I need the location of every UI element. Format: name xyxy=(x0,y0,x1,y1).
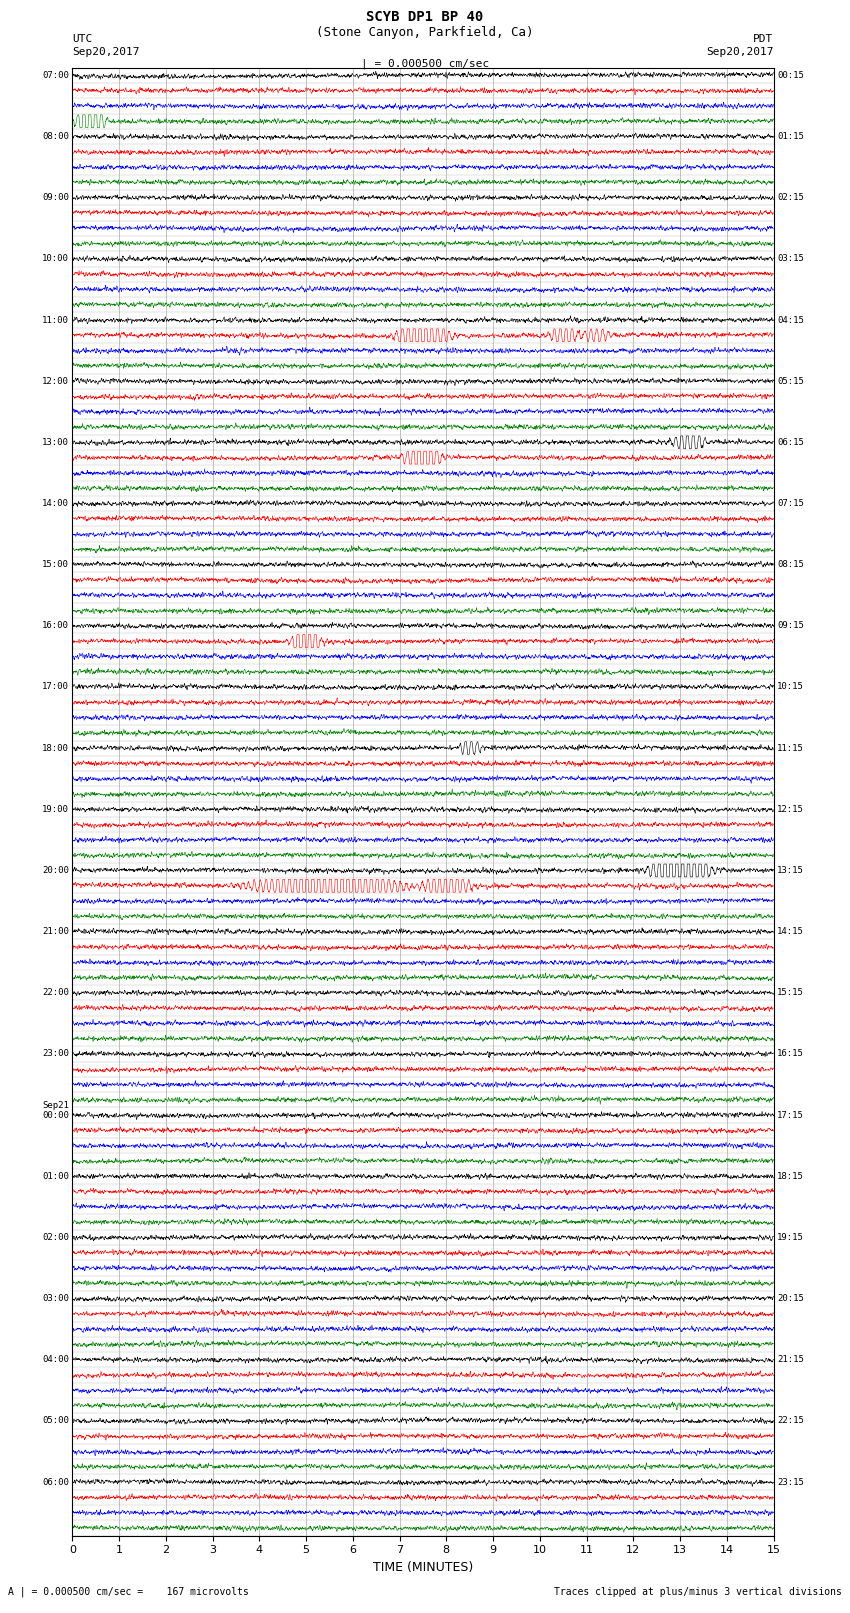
Text: 10:15: 10:15 xyxy=(777,682,804,692)
Text: PDT: PDT xyxy=(753,34,774,44)
Text: 15:00: 15:00 xyxy=(42,560,69,569)
Text: 03:00: 03:00 xyxy=(42,1294,69,1303)
Text: 10:00: 10:00 xyxy=(42,255,69,263)
Text: Sep20,2017: Sep20,2017 xyxy=(72,47,139,56)
Text: 17:00: 17:00 xyxy=(42,682,69,692)
Text: 17:15: 17:15 xyxy=(777,1111,804,1119)
Text: 18:00: 18:00 xyxy=(42,744,69,753)
Text: | = 0.000500 cm/sec: | = 0.000500 cm/sec xyxy=(361,58,489,69)
Text: 00:00: 00:00 xyxy=(42,1111,69,1119)
Text: 03:15: 03:15 xyxy=(777,255,804,263)
Text: 19:00: 19:00 xyxy=(42,805,69,815)
Text: 21:00: 21:00 xyxy=(42,927,69,936)
Text: 05:15: 05:15 xyxy=(777,377,804,386)
Text: 14:00: 14:00 xyxy=(42,498,69,508)
Text: 00:15: 00:15 xyxy=(777,71,804,81)
Text: UTC: UTC xyxy=(72,34,93,44)
Text: 08:00: 08:00 xyxy=(42,132,69,140)
Text: 05:00: 05:00 xyxy=(42,1416,69,1426)
Text: 16:15: 16:15 xyxy=(777,1050,804,1058)
Text: 20:15: 20:15 xyxy=(777,1294,804,1303)
Text: 23:15: 23:15 xyxy=(777,1478,804,1487)
Text: 22:00: 22:00 xyxy=(42,989,69,997)
X-axis label: TIME (MINUTES): TIME (MINUTES) xyxy=(373,1561,473,1574)
Text: Sep21: Sep21 xyxy=(42,1102,69,1110)
Text: (Stone Canyon, Parkfield, Ca): (Stone Canyon, Parkfield, Ca) xyxy=(316,26,534,39)
Text: 16:00: 16:00 xyxy=(42,621,69,631)
Text: 01:00: 01:00 xyxy=(42,1171,69,1181)
Text: 06:00: 06:00 xyxy=(42,1478,69,1487)
Text: 07:00: 07:00 xyxy=(42,71,69,81)
Text: 12:15: 12:15 xyxy=(777,805,804,815)
Text: 14:15: 14:15 xyxy=(777,927,804,936)
Text: 13:00: 13:00 xyxy=(42,437,69,447)
Text: Traces clipped at plus/minus 3 vertical divisions: Traces clipped at plus/minus 3 vertical … xyxy=(553,1587,842,1597)
Text: 09:00: 09:00 xyxy=(42,194,69,202)
Text: A | = 0.000500 cm/sec =    167 microvolts: A | = 0.000500 cm/sec = 167 microvolts xyxy=(8,1586,249,1597)
Text: 12:00: 12:00 xyxy=(42,377,69,386)
Text: Sep20,2017: Sep20,2017 xyxy=(706,47,774,56)
Text: 06:15: 06:15 xyxy=(777,437,804,447)
Text: 02:15: 02:15 xyxy=(777,194,804,202)
Text: 13:15: 13:15 xyxy=(777,866,804,874)
Text: 11:00: 11:00 xyxy=(42,316,69,324)
Text: 11:15: 11:15 xyxy=(777,744,804,753)
Text: 20:00: 20:00 xyxy=(42,866,69,874)
Text: 21:15: 21:15 xyxy=(777,1355,804,1365)
Text: 22:15: 22:15 xyxy=(777,1416,804,1426)
Text: 04:15: 04:15 xyxy=(777,316,804,324)
Text: 07:15: 07:15 xyxy=(777,498,804,508)
Text: 18:15: 18:15 xyxy=(777,1171,804,1181)
Text: 04:00: 04:00 xyxy=(42,1355,69,1365)
Text: SCYB DP1 BP 40: SCYB DP1 BP 40 xyxy=(366,11,484,24)
Text: 08:15: 08:15 xyxy=(777,560,804,569)
Text: 01:15: 01:15 xyxy=(777,132,804,140)
Text: 23:00: 23:00 xyxy=(42,1050,69,1058)
Text: 19:15: 19:15 xyxy=(777,1232,804,1242)
Text: 02:00: 02:00 xyxy=(42,1232,69,1242)
Text: 15:15: 15:15 xyxy=(777,989,804,997)
Text: 09:15: 09:15 xyxy=(777,621,804,631)
